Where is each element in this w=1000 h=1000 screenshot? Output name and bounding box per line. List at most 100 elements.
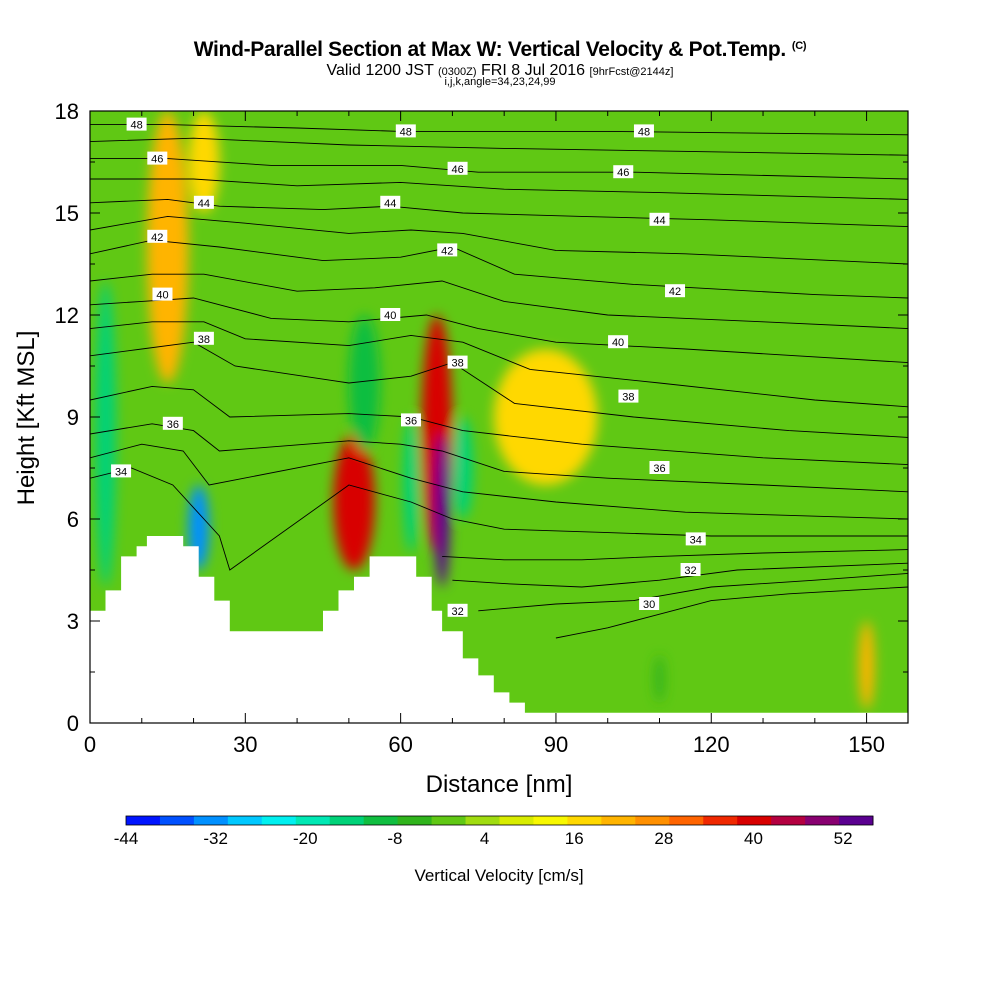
svg-text:36: 36 [653,463,665,475]
isentrope-31 [478,572,908,612]
isentrope-47 [90,137,908,156]
isentrope-label-16: 38 [447,355,468,370]
colorbar-swatch [363,816,399,825]
title-mark: (C) [791,40,807,52]
svg-text:42: 42 [669,286,681,298]
colorbar-swatch [499,816,534,825]
isentrope-label-1: 48 [395,124,416,138]
isentrope-43 [90,215,908,265]
svg-text:42: 42 [151,232,163,244]
downdraft-cell-5 [654,655,665,703]
isentrope-41 [90,273,908,330]
isentrope-label-24: 32 [447,603,468,618]
downdraft-cell-4 [452,417,474,519]
colorbar-swatch [601,816,636,825]
colorbar-tick-label: 52 [834,829,853,848]
isentrope-label-3: 46 [147,151,168,166]
downdraft-cell-3 [403,417,419,553]
isentrope-35 [90,443,908,520]
y-tick-label: 15 [55,201,79,226]
colorbar-swatch [839,816,874,825]
svg-text:48: 48 [130,120,142,132]
updraft-cell-4 [434,434,450,587]
isentrope-label-8: 44 [649,212,670,227]
svg-text:30: 30 [643,599,655,611]
svg-text:48: 48 [400,126,412,138]
svg-text:48: 48 [638,126,650,138]
isentrope-label-22: 34 [685,532,706,546]
chart-subtitle: Valid 1200 JST (0300Z) FRI 8 Jul 2016 [9… [0,62,1000,80]
svg-text:32: 32 [684,565,696,577]
velocity-field [95,111,875,710]
colorbar-swatch [126,816,161,825]
colorbar: -44 -32 -20 -8 4 16 28 40 52 [114,815,874,848]
isentrope-label-12: 40 [152,287,173,302]
colorbar-swatch [329,816,365,825]
svg-text:38: 38 [622,392,634,404]
colorbar-swatch [295,816,331,825]
isentrope-label-25: 30 [639,597,660,611]
isentrope-34 [90,467,908,571]
isentrope-label-21: 34 [111,464,132,478]
isentrope-label-0: 48 [126,117,147,132]
isentrope-label-18: 36 [162,416,183,431]
colorbar-label: Vertical Velocity [cm/s] [414,866,583,885]
downdraft-cell-2 [348,315,380,451]
svg-text:38: 38 [451,358,463,370]
plot-area: 48 48 48 46 46 46 44 44 44 42 42 42 40 40 40 38 38 38 36 36… [90,111,908,723]
colorbar-tick-label: -32 [203,829,228,848]
colorbar-swatch [737,816,772,825]
utc-time: (0300Z) [438,66,477,78]
isentrope-label-15: 38 [193,331,214,346]
colorbar-tick-label: 28 [654,829,673,848]
svg-text:36: 36 [167,419,179,431]
isentrope-label-9: 42 [147,229,168,244]
chart-indices: i,j,k,angle=34,23,24,99 [444,76,556,88]
svg-text:34: 34 [690,534,702,546]
isentrope-label-5: 46 [613,165,634,179]
colorbar-swatch [805,816,840,825]
colorbar-swatch [193,816,229,825]
valid-time: Valid 1200 JST [326,62,434,79]
isentrope-label-10: 42 [665,284,686,298]
isentrope-32 [452,562,908,588]
isentrope-label-14: 40 [608,335,629,349]
x-tick-label: 0 [84,732,96,757]
colorbar-swatch [227,816,263,825]
updraft-cell-5 [493,349,598,485]
isentrope-37 [90,385,908,466]
svg-text:34: 34 [115,466,127,478]
isentrope-label-6: 44 [193,195,214,210]
x-tick-label: 90 [544,732,568,757]
isentrope-label-20: 36 [649,461,670,475]
isentrope-label-17: 38 [618,389,639,404]
x-axis-label: Distance [nm] [426,771,573,798]
colorbar-tick-label: 40 [744,829,763,848]
isentrope-label-2: 48 [633,124,654,138]
y-tick-label: 0 [67,711,79,736]
forecast-info: [9hrFcst@2144z] [589,66,674,78]
y-tick-label: 18 [55,99,79,124]
x-tick-label: 120 [693,732,730,757]
colorbar-tick-label: -44 [114,829,139,848]
colorbar-tick-label: -20 [293,829,318,848]
downdraft-cell-0 [95,281,116,587]
colorbar-swatch [159,816,195,825]
y-tick-label: 12 [55,303,79,328]
colorbar-swatch [703,816,738,825]
svg-text:44: 44 [384,198,396,210]
isentrope-46 [90,158,908,180]
y-tick-label: 3 [67,609,79,634]
y-tick-label: 9 [67,405,79,430]
isentrope-labels: 48 48 48 46 46 46 44 44 44 42 42 42 40 40 40 38 38 38 36 36… [111,117,706,618]
y-axis-label: Height [Kft MSL] [13,331,40,506]
svg-text:36: 36 [405,415,417,427]
isentrope-39 [90,321,908,408]
isentrope-label-4: 46 [447,161,468,176]
isentrope-38 [90,341,908,438]
colorbar-tick-label: 4 [480,829,489,848]
svg-text:38: 38 [198,334,210,346]
colorbar-swatch [261,816,297,825]
